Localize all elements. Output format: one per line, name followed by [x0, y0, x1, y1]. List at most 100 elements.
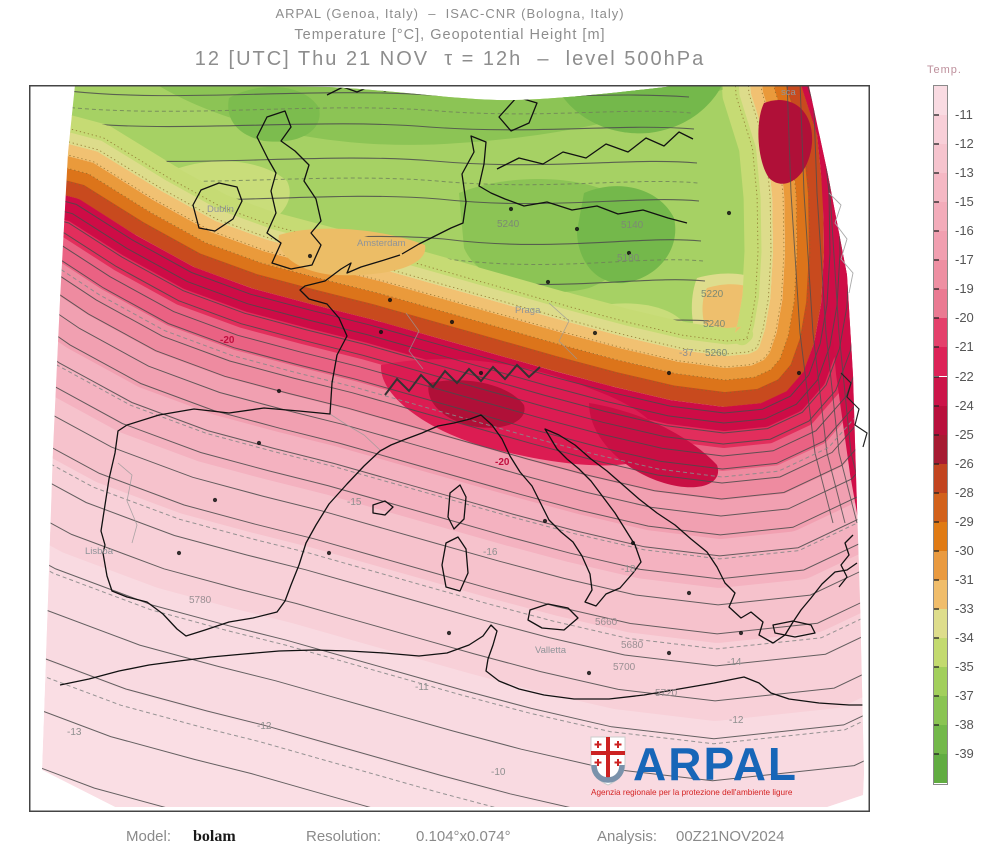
map-text-labels: 5140 5180 5220 5240 5240 5260 5660 5680 …	[67, 87, 797, 778]
stipple-line	[42, 77, 811, 394]
city-label-amsterdam: Amsterdam	[357, 238, 406, 249]
height-contour	[42, 77, 864, 807]
outside-coast-black	[840, 372, 868, 448]
colorbar-tick	[934, 520, 939, 523]
colorbar-tick	[934, 753, 939, 756]
colorbar-tick	[934, 114, 939, 117]
colorbar-tick-label: -11	[955, 107, 973, 123]
warm-band	[42, 77, 864, 721]
colorbar-tick-label: -21	[955, 339, 974, 355]
height-contour	[42, 77, 864, 606]
colorbar-tick	[934, 288, 939, 291]
transition-band	[42, 77, 773, 356]
outside-coast-gray	[828, 192, 854, 294]
height-contour	[42, 77, 864, 667]
analysis-label: Analysis:	[597, 828, 658, 845]
colorbar-segment	[934, 725, 947, 755]
colorbar-segment	[934, 754, 947, 784]
city-dot	[508, 206, 514, 212]
temp-label: -13	[67, 727, 82, 738]
city-dot	[686, 590, 692, 596]
colorbar-segment	[934, 696, 947, 726]
arpal-logo-tagline: Agenzia regionale per la protezione dell…	[591, 788, 793, 797]
temp-label: -37	[679, 348, 694, 359]
height-label: 5220	[701, 289, 724, 300]
colorbar-title: Temp.	[927, 64, 962, 76]
colorbar-tick-label: -13	[955, 165, 974, 181]
height-contour-east	[811, 77, 858, 524]
coastlines	[59, 84, 863, 706]
height-contour	[42, 77, 831, 414]
height-contour	[42, 77, 864, 457]
east-dark-patch	[758, 99, 813, 184]
colorbar-segment	[934, 579, 947, 609]
model-label: Model:	[126, 828, 172, 845]
colorbar-tick	[934, 259, 939, 262]
city-dot	[307, 253, 313, 259]
city-label-valletta: Valletta	[535, 645, 567, 656]
warm-sector-dark-patch	[428, 380, 525, 428]
temperature-field-fill	[42, 77, 864, 807]
height-contour	[42, 77, 864, 557]
city-dot	[574, 226, 580, 232]
stipple-line	[42, 77, 798, 381]
height-label: 5140	[621, 220, 644, 231]
city-dot	[726, 210, 732, 216]
colorbar-tick-label: -29	[955, 513, 974, 529]
warm-band	[42, 77, 864, 588]
city-dot	[592, 330, 598, 336]
colorbar: -11 -12 -13 -15 -16 -17 -19 -20 -21 -22 -24 -25 -26 -…	[933, 85, 974, 785]
city-label-praga: Praga	[515, 305, 541, 316]
colorbar-tick-label: -12	[955, 136, 974, 152]
colorbar-tick-label: -24	[955, 397, 974, 413]
temp-label: -15	[347, 497, 362, 508]
city-label-dublin: Dublin	[207, 204, 234, 215]
city-dot	[586, 670, 592, 676]
height-label: 5260	[705, 348, 728, 359]
colorbar-segment	[934, 115, 947, 145]
colorbar-tick	[934, 201, 939, 204]
model-value: bolam	[193, 828, 236, 845]
height-contour	[42, 77, 864, 740]
city-dot	[666, 370, 672, 376]
colorbar-segment	[934, 347, 947, 377]
height-contour	[42, 77, 864, 807]
colorbar-tick-label: -19	[955, 281, 974, 297]
temp-label: -10	[491, 767, 506, 778]
colorbar-segment	[934, 86, 947, 116]
colorbar-tick-label: -20	[955, 310, 974, 326]
transition-band	[42, 77, 809, 392]
colorbar-tick-label: -37	[955, 688, 974, 704]
height-label: 5780	[189, 595, 212, 606]
temp-contour	[42, 77, 864, 560]
colorbar-tick	[934, 317, 939, 320]
city-dot	[276, 388, 282, 394]
colorbar-tick-label: -35	[955, 659, 974, 674]
city-dots	[176, 206, 802, 676]
temp-label: -12	[257, 721, 272, 732]
england-warm-pocket	[278, 228, 426, 276]
colorbar-segment	[934, 231, 947, 261]
map-canvas: 5140 5180 5220 5240 5240 5260 5660 5680 …	[29, 77, 870, 812]
city-label-fragment: sca	[781, 87, 797, 98]
colorbar-tick	[934, 607, 939, 610]
temp-label: -14	[727, 657, 742, 668]
height-label: 5720	[655, 688, 678, 699]
city-dot	[630, 540, 636, 546]
city-dot	[666, 650, 672, 656]
colorbar-tick	[934, 375, 939, 378]
temp-contour	[42, 77, 864, 478]
colorbar-tick-label: -15	[955, 194, 974, 210]
transition-band	[42, 77, 785, 368]
caption-bar: Model: bolam Resolution: 0.104°x0.074° A…	[0, 828, 1004, 852]
colorbar-segment	[934, 289, 947, 319]
city-dot	[478, 370, 484, 376]
temp-contour	[42, 77, 864, 745]
country-borders	[117, 302, 578, 544]
colorbar-tick	[934, 346, 939, 349]
temp-label: -12	[729, 715, 744, 726]
colorbar-segment	[934, 463, 947, 493]
height-contour	[42, 77, 864, 470]
colorbar-tick-label: -26	[955, 455, 974, 471]
height-label: 5180	[617, 253, 640, 264]
